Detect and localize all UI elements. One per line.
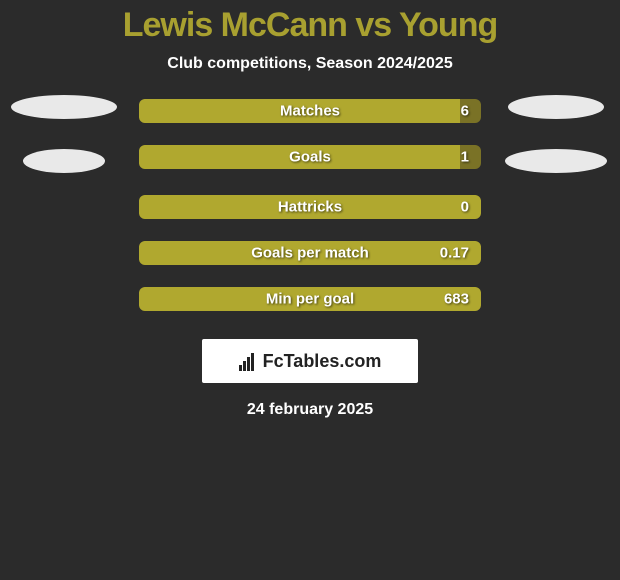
stat-bar-label: Goals per match (251, 245, 369, 262)
player-badge (505, 149, 607, 173)
stat-bar-label: Min per goal (266, 291, 354, 308)
stat-bar-label: Matches (280, 103, 340, 120)
stat-bar: Goals 1 (139, 145, 481, 169)
player-badge (508, 95, 604, 119)
stat-bar-label: Hattricks (278, 199, 342, 216)
stat-bar-label: Goals (289, 149, 331, 166)
stat-bar-value: 0 (461, 199, 469, 216)
stat-bar: Matches 6 (139, 99, 481, 123)
subtitle: Club competitions, Season 2024/2025 (0, 55, 620, 73)
stat-bar-value: 1 (461, 149, 469, 166)
stat-bar-value: 683 (444, 291, 469, 308)
player-badge (23, 149, 105, 173)
logo-text: FcTables.com (263, 351, 382, 372)
left-ellipse-col (9, 95, 119, 173)
chart-icon (239, 351, 259, 371)
stat-bar-value: 6 (461, 103, 469, 120)
stat-bars-lower: Hattricks 0 Goals per match 0.17 Min per goa… (139, 195, 481, 311)
stat-bar: Goals per match 0.17 (139, 241, 481, 265)
player-badge (11, 95, 117, 119)
stat-bar: Min per goal 683 (139, 287, 481, 311)
stat-bar: Hattricks 0 (139, 195, 481, 219)
fctables-logo[interactable]: FcTables.com (202, 339, 418, 383)
right-ellipse-col (501, 95, 611, 173)
stat-bars: Matches 6 Goals 1 (139, 99, 481, 169)
comparison-row: Matches 6 Goals 1 (0, 95, 620, 173)
page-title: Lewis McCann vs Young (0, 0, 620, 45)
stat-bar-value: 0.17 (440, 245, 469, 262)
date-label: 24 february 2025 (0, 401, 620, 419)
